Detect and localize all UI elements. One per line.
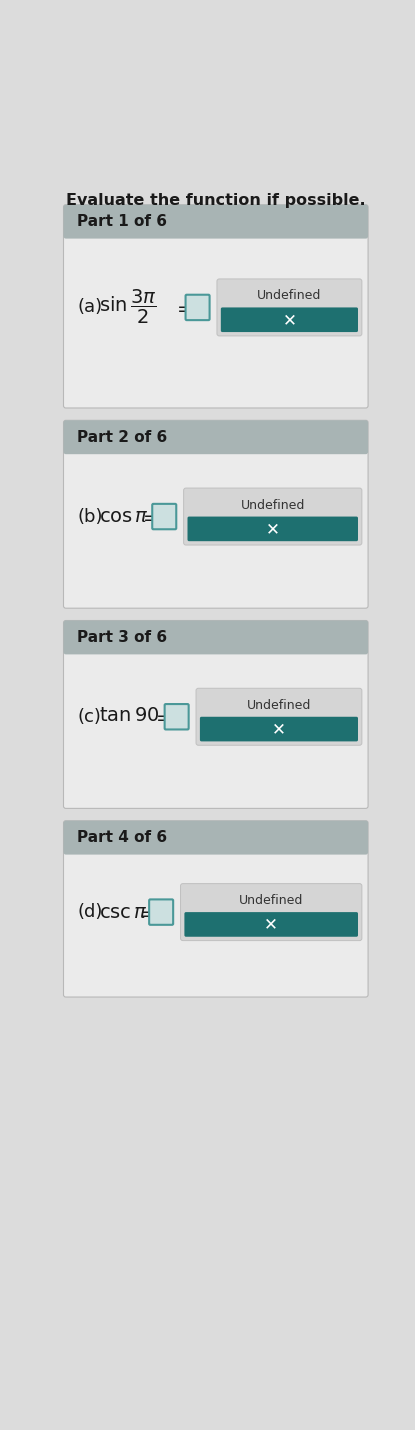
FancyBboxPatch shape: [63, 420, 368, 455]
Text: Undefined: Undefined: [257, 289, 322, 302]
Text: Undefined: Undefined: [239, 894, 303, 907]
Text: Part 4 of 6: Part 4 of 6: [77, 831, 167, 845]
FancyBboxPatch shape: [186, 295, 210, 320]
Bar: [66, 220, 366, 236]
FancyBboxPatch shape: [63, 821, 368, 855]
FancyBboxPatch shape: [200, 716, 358, 741]
FancyBboxPatch shape: [152, 503, 176, 529]
FancyBboxPatch shape: [63, 821, 368, 997]
Text: Part 1 of 6: Part 1 of 6: [77, 214, 167, 229]
FancyBboxPatch shape: [63, 621, 368, 808]
FancyBboxPatch shape: [63, 204, 368, 408]
Text: Undefined: Undefined: [241, 499, 305, 512]
FancyBboxPatch shape: [217, 279, 362, 336]
Text: $=$: $=$: [137, 902, 156, 921]
FancyBboxPatch shape: [221, 307, 358, 332]
FancyBboxPatch shape: [183, 488, 362, 545]
FancyBboxPatch shape: [165, 704, 189, 729]
Text: ✕: ✕: [266, 521, 280, 538]
Text: ✕: ✕: [264, 915, 278, 934]
FancyBboxPatch shape: [181, 884, 362, 941]
FancyBboxPatch shape: [63, 420, 368, 608]
Text: ✕: ✕: [272, 721, 286, 738]
Bar: [66, 436, 366, 452]
Text: ✕: ✕: [283, 310, 296, 329]
Text: Part 2 of 6: Part 2 of 6: [77, 430, 167, 445]
Text: (d): (d): [78, 904, 103, 921]
FancyBboxPatch shape: [196, 688, 362, 745]
FancyBboxPatch shape: [63, 621, 368, 655]
FancyBboxPatch shape: [184, 912, 358, 937]
Text: $\csc\pi$: $\csc\pi$: [99, 902, 148, 921]
Text: $\cos\pi$: $\cos\pi$: [99, 508, 149, 526]
Text: Part 3 of 6: Part 3 of 6: [77, 631, 167, 645]
FancyBboxPatch shape: [149, 899, 173, 925]
Text: (a): (a): [78, 299, 103, 316]
Text: Evaluate the function if possible.: Evaluate the function if possible.: [66, 193, 366, 209]
Text: $=$: $=$: [139, 508, 160, 526]
Text: (c): (c): [78, 708, 101, 726]
Text: $=$: $=$: [152, 708, 172, 726]
FancyBboxPatch shape: [63, 204, 368, 239]
Text: $=$: $=$: [173, 297, 193, 317]
Bar: [66, 636, 366, 652]
Text: $\tan 90^\circ$: $\tan 90^\circ$: [99, 708, 170, 726]
Bar: [66, 837, 366, 852]
Text: Undefined: Undefined: [247, 699, 311, 712]
Text: $\sin\dfrac{3\pi}{2}$: $\sin\dfrac{3\pi}{2}$: [99, 289, 156, 326]
FancyBboxPatch shape: [188, 516, 358, 541]
Text: (b): (b): [78, 508, 103, 526]
